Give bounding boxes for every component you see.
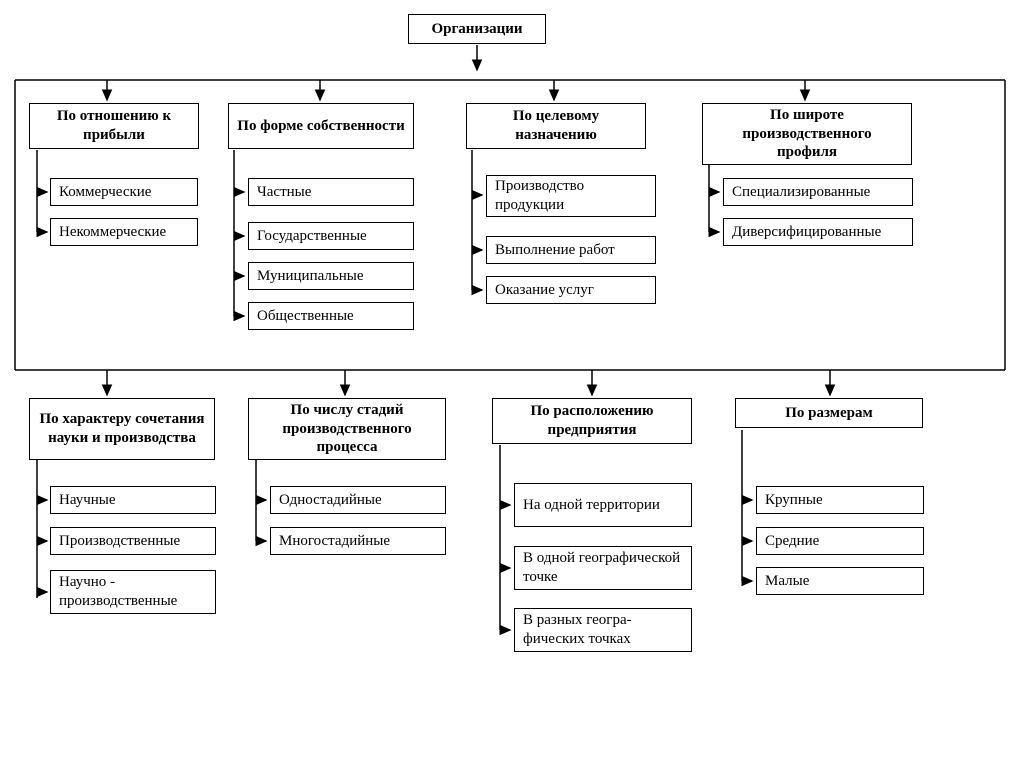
item-label: Одностадийные bbox=[279, 491, 382, 510]
item-label: Некоммерческие bbox=[59, 223, 166, 242]
cat-location: По расположению предприятия bbox=[492, 398, 692, 444]
item-profit-0: Коммерческие bbox=[50, 178, 198, 206]
item-purpose-0: Производство продукции bbox=[486, 175, 656, 217]
item-location-1: В одной геогра­фической точке bbox=[514, 546, 692, 590]
item-ownership-1: Государственные bbox=[248, 222, 414, 250]
item-size-1: Средние bbox=[756, 527, 924, 555]
item-size-2: Малые bbox=[756, 567, 924, 595]
item-label: Государственные bbox=[257, 227, 367, 246]
item-label: Коммерческие bbox=[59, 183, 151, 202]
item-location-0: На одной территории bbox=[514, 483, 692, 527]
cat-ownership-label: По форме собственности bbox=[237, 117, 404, 136]
item-label: Муниципальные bbox=[257, 267, 363, 286]
item-label: Специализированные bbox=[732, 183, 870, 202]
item-ownership-0: Частные bbox=[248, 178, 414, 206]
root-label: Организации bbox=[431, 20, 522, 39]
root-node: Организации bbox=[408, 14, 546, 44]
item-label: Научно - производственные bbox=[59, 573, 207, 611]
item-label: В разных геогра­фических точках bbox=[523, 611, 683, 649]
item-science-0: Научные bbox=[50, 486, 216, 514]
cat-profit-label: По отношению к прибыли bbox=[38, 107, 190, 145]
item-label: Производство продукции bbox=[495, 177, 647, 215]
item-purpose-2: Оказание услуг bbox=[486, 276, 656, 304]
item-label: Средние bbox=[765, 532, 819, 551]
item-size-0: Крупные bbox=[756, 486, 924, 514]
cat-location-label: По расположению предприятия bbox=[501, 402, 683, 440]
cat-science: По характеру сочетания науки и производс… bbox=[29, 398, 215, 460]
item-purpose-1: Выполнение работ bbox=[486, 236, 656, 264]
item-label: Малые bbox=[765, 572, 809, 591]
item-label: Производственные bbox=[59, 532, 180, 551]
item-stages-1: Многостадийные bbox=[270, 527, 446, 555]
cat-size-label: По размерам bbox=[785, 404, 873, 423]
item-ownership-2: Муниципальные bbox=[248, 262, 414, 290]
item-label: На одной территории bbox=[523, 496, 660, 515]
item-stages-0: Одностадийные bbox=[270, 486, 446, 514]
item-label: Многостадийные bbox=[279, 532, 390, 551]
item-label: Диверсифицированные bbox=[732, 223, 881, 242]
cat-size: По размерам bbox=[735, 398, 923, 428]
cat-profile: По широте производственного профиля bbox=[702, 103, 912, 165]
cat-stages: По числу стадий производственного процес… bbox=[248, 398, 446, 460]
item-label: Оказание услуг bbox=[495, 281, 594, 300]
cat-science-label: По характеру сочетания науки и производс… bbox=[38, 410, 206, 448]
cat-stages-label: По числу стадий производственного процес… bbox=[257, 401, 437, 457]
item-location-2: В разных геогра­фических точках bbox=[514, 608, 692, 652]
item-label: Крупные bbox=[765, 491, 823, 510]
cat-purpose: По целевому назначению bbox=[466, 103, 646, 149]
item-profit-1: Некоммерческие bbox=[50, 218, 198, 246]
item-science-2: Научно - производственные bbox=[50, 570, 216, 614]
item-label: Научные bbox=[59, 491, 116, 510]
cat-ownership: По форме собственности bbox=[228, 103, 414, 149]
item-profile-0: Специализированные bbox=[723, 178, 913, 206]
item-label: Общественные bbox=[257, 307, 354, 326]
item-science-1: Производственные bbox=[50, 527, 216, 555]
cat-profit: По отношению к прибыли bbox=[29, 103, 199, 149]
item-label: Выполнение работ bbox=[495, 241, 615, 260]
cat-purpose-label: По целевому назначению bbox=[475, 107, 637, 145]
item-label: Частные bbox=[257, 183, 311, 202]
cat-profile-label: По широте производственного профиля bbox=[711, 106, 903, 162]
item-ownership-3: Общественные bbox=[248, 302, 414, 330]
item-label: В одной геогра­фической точке bbox=[523, 549, 683, 587]
item-profile-1: Диверсифицированные bbox=[723, 218, 913, 246]
